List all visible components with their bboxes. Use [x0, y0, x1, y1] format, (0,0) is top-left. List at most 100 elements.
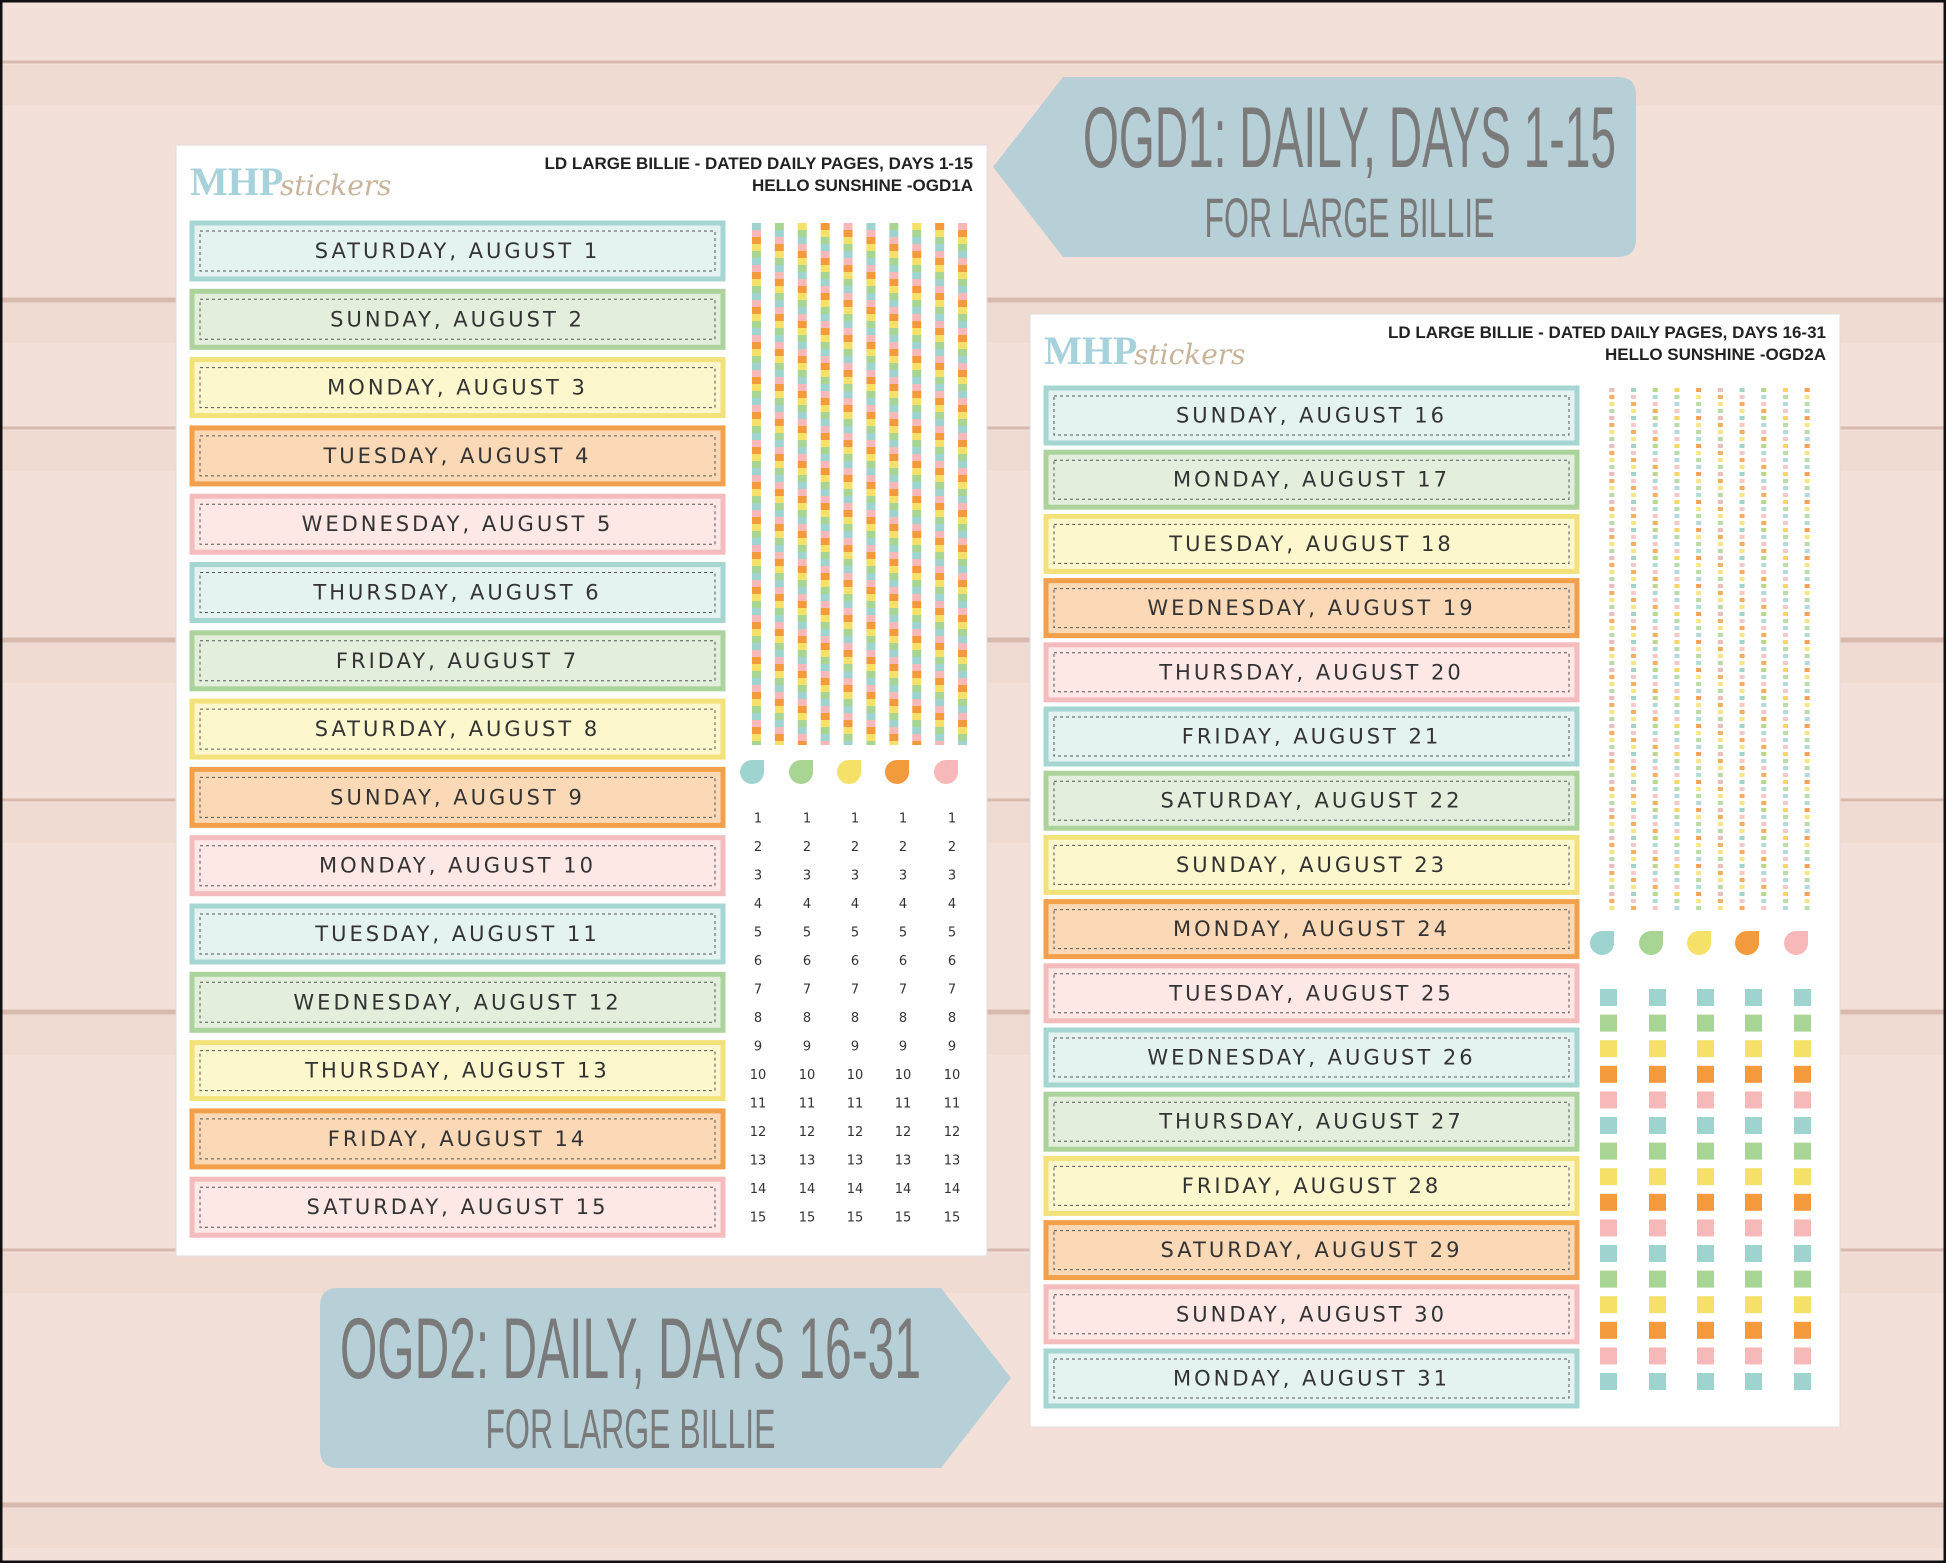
- square-sticker: [1697, 1014, 1714, 1032]
- stitch: [1053, 973, 1570, 1014]
- number: 9: [948, 1040, 956, 1055]
- square-sticker: [1649, 1321, 1666, 1339]
- square-sticker: [1697, 1065, 1714, 1083]
- day-label-box: [1043, 706, 1580, 767]
- drop-sticker: [932, 758, 960, 786]
- number: 4: [754, 897, 762, 912]
- number: 11: [895, 1097, 912, 1112]
- square-sticker: [1600, 989, 1617, 1006]
- number: 7: [948, 983, 956, 998]
- day-label-box: [189, 835, 726, 897]
- number: 1: [899, 812, 907, 827]
- square-sticker: [1600, 1347, 1617, 1365]
- banner-title: OGD1: DAILY, DAYS 1-15: [1083, 90, 1616, 186]
- day-label-box: [1043, 642, 1580, 703]
- square-sticker: [1649, 1040, 1666, 1058]
- square-sticker: [1697, 989, 1714, 1006]
- day-label-box: [1043, 385, 1580, 446]
- number: 15: [750, 1211, 767, 1226]
- stitch: [1053, 1294, 1570, 1335]
- stitch: [199, 845, 716, 887]
- day-label-box: [1043, 1155, 1580, 1216]
- day-label: FRIDAY, AUGUST 21: [1182, 725, 1442, 749]
- day-label: SUNDAY, AUGUST 9: [330, 785, 585, 809]
- day-label: TUESDAY, AUGUST 18: [1168, 532, 1453, 556]
- number: 4: [899, 897, 907, 912]
- square-sticker: [1745, 1270, 1762, 1288]
- day-label: THURSDAY, AUGUST 27: [1158, 1110, 1464, 1134]
- square-sticker: [1745, 989, 1762, 1006]
- number: 1: [851, 812, 859, 827]
- day-label-box: [1043, 578, 1580, 639]
- square-sticker: [1794, 1014, 1811, 1032]
- square-sticker: [1649, 1091, 1666, 1109]
- day-label-box: [189, 288, 726, 350]
- stitch: [1053, 844, 1570, 885]
- number: 9: [803, 1040, 811, 1055]
- drop-sticker: [1685, 929, 1713, 957]
- number: 15: [895, 1211, 912, 1226]
- day-label-box: [1043, 1091, 1580, 1152]
- drop-sticker: [1637, 929, 1665, 957]
- square-sticker: [1745, 1296, 1762, 1314]
- square-sticker: [1794, 1373, 1811, 1390]
- plank-shade: [0, 65, 1946, 105]
- day-label: THURSDAY, AUGUST 13: [304, 1059, 610, 1083]
- day-label: SATURDAY, AUGUST 22: [1161, 789, 1463, 813]
- square-sticker: [1697, 1245, 1714, 1262]
- day-label: SUNDAY, AUGUST 2: [330, 307, 585, 331]
- number: 2: [803, 840, 811, 855]
- number: 14: [895, 1182, 912, 1197]
- day-label-box: [189, 1176, 726, 1238]
- sheet-header: LD LARGE BILLIE - DATED DAILY PAGES, DAY…: [1388, 323, 1826, 342]
- day-label: WEDNESDAY, AUGUST 5: [302, 512, 614, 536]
- square-sticker: [1600, 1296, 1617, 1314]
- stitch: [1053, 588, 1570, 629]
- number: 10: [944, 1068, 961, 1083]
- brand-script: stickers: [1134, 338, 1246, 371]
- stitch: [199, 776, 716, 818]
- number: 9: [754, 1040, 762, 1055]
- square-sticker: [1649, 1245, 1666, 1262]
- square-sticker: [1600, 1168, 1617, 1186]
- number: 1: [948, 812, 956, 827]
- number: 13: [847, 1154, 864, 1169]
- square-sticker: [1600, 1245, 1617, 1262]
- number: 5: [899, 926, 907, 941]
- stitch: [199, 298, 716, 340]
- day-label-box: [1043, 1220, 1580, 1281]
- stitch: [199, 435, 716, 477]
- number: 3: [899, 869, 907, 884]
- number: 7: [803, 983, 811, 998]
- drop-sticker: [1782, 929, 1810, 957]
- sheet-header: HELLO SUNSHINE -OGD1A: [752, 176, 973, 195]
- square-sticker: [1745, 1065, 1762, 1083]
- square-sticker: [1600, 1193, 1617, 1211]
- square-sticker: [1697, 1117, 1714, 1134]
- day-label: MONDAY, AUGUST 24: [1173, 917, 1450, 941]
- number: 10: [847, 1068, 864, 1083]
- number: 15: [944, 1211, 961, 1226]
- day-label-box: [189, 1108, 726, 1170]
- day-label: SUNDAY, AUGUST 16: [1176, 404, 1447, 428]
- square-sticker: [1600, 1014, 1617, 1032]
- stitch: [199, 1118, 716, 1160]
- number: 11: [847, 1097, 864, 1112]
- day-label-box: [1043, 770, 1580, 831]
- day-label: SATURDAY, AUGUST 15: [307, 1195, 609, 1219]
- day-label: SUNDAY, AUGUST 30: [1176, 1302, 1447, 1326]
- square-sticker: [1745, 1117, 1762, 1134]
- number: 2: [754, 840, 762, 855]
- day-label: SATURDAY, AUGUST 29: [1161, 1238, 1463, 1262]
- number: 3: [754, 869, 762, 884]
- number: 1: [803, 812, 811, 827]
- square-sticker: [1697, 1296, 1714, 1314]
- stitch: [199, 230, 716, 272]
- drop-sticker: [1733, 929, 1761, 957]
- drop-sticker: [1588, 929, 1616, 957]
